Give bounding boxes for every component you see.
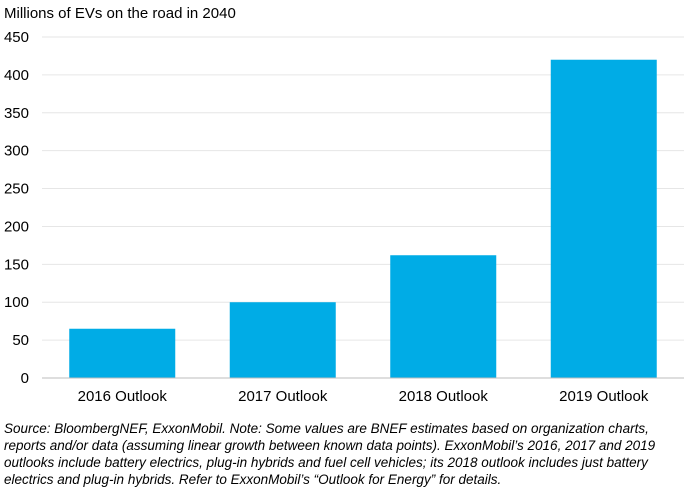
y-tick-label: 100	[4, 294, 29, 311]
bar-2019-outlook	[550, 59, 657, 378]
y-axis-label: Millions of EVs on the road in 2040	[4, 5, 236, 22]
y-tick-label: 50	[12, 332, 29, 349]
y-tick-label: 250	[4, 181, 29, 198]
y-tick-label: 450	[4, 29, 29, 46]
y-tick-label: 400	[4, 67, 29, 84]
y-tick-label: 0	[21, 370, 29, 387]
bar-2017-outlook	[229, 302, 336, 378]
y-axis-ticks: 0 50 100 150 200 250 300 350 400 450	[4, 29, 29, 387]
x-tick-label: 2016 Outlook	[78, 388, 168, 405]
x-tick-label: 2018 Outlook	[399, 388, 489, 405]
y-tick-label: 150	[4, 256, 29, 273]
x-tick-label: 2019 Outlook	[559, 388, 649, 405]
x-tick-label: 2017 Outlook	[238, 388, 328, 405]
bars	[69, 59, 657, 378]
source-note: Source: BloombergNEF, ExxonMobil. Note: …	[4, 421, 656, 487]
bar-2018-outlook	[390, 255, 497, 378]
bar-2016-outlook	[69, 328, 176, 378]
y-tick-label: 350	[4, 105, 29, 122]
y-tick-label: 200	[4, 218, 29, 235]
ev-outlook-bar-chart: Millions of EVs on the road in 2040 0 50 1…	[4, 5, 684, 405]
gridlines	[42, 36, 684, 341]
x-axis-ticks: 2016 Outlook 2017 Outlook 2018 Outlook 2019…	[78, 388, 649, 405]
y-tick-label: 300	[4, 143, 29, 160]
